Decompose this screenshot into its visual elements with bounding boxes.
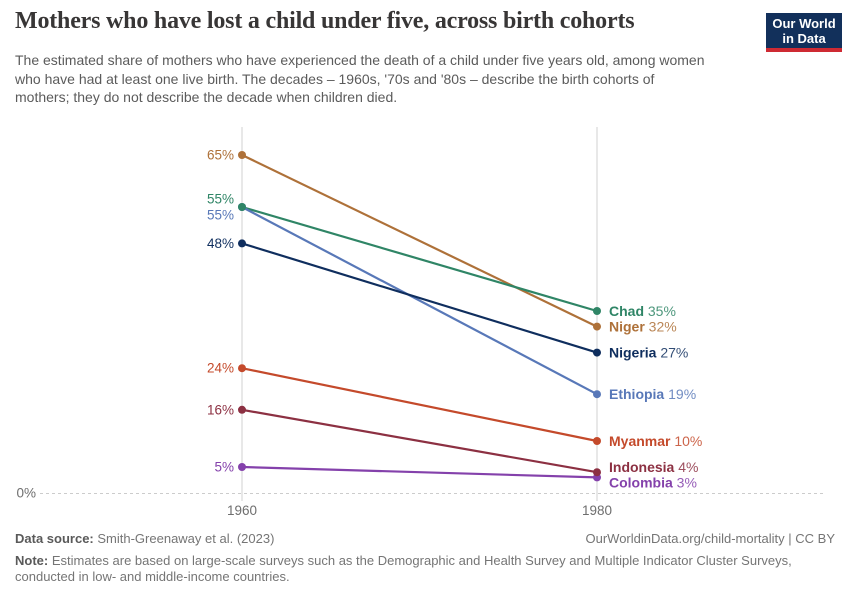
x-tick-label-1980: 1980 — [582, 503, 612, 518]
note-line: conducted in low- and middle-income coun… — [15, 568, 290, 584]
series-line-colombia[interactable] — [241, 465, 598, 479]
page-title: Mothers who have lost a child under five… — [15, 8, 635, 34]
note-line: Note: Estimates are based on large-scale… — [15, 553, 792, 569]
logo-line-2: in Data — [782, 31, 826, 46]
series-dot-nigeria-end — [593, 348, 601, 357]
owid-logo[interactable]: Our World in Data — [766, 13, 842, 52]
series-start-value-label-ethiopia[interactable]: 55% — [207, 208, 234, 223]
series-dot-nigeria-start — [238, 239, 246, 248]
series-name-indonesia: Indonesia — [609, 459, 675, 475]
data-source-text: Smith-Greenaway et al. (2023) — [97, 531, 275, 546]
data-source: Data source: Smith-Greenaway et al. (202… — [15, 531, 274, 546]
subtitle-line: mothers; they do not describe the decade… — [15, 89, 398, 105]
logo-line-1: Our World — [772, 16, 836, 31]
series-line-niger[interactable] — [241, 154, 598, 328]
chart-subtitle: The estimated share of mothers who have … — [15, 51, 705, 107]
series-name-niger: Niger — [609, 319, 645, 335]
data-source-label: Data source: — [15, 531, 94, 546]
subtitle-line: who have had at least one live birth. Th… — [15, 70, 655, 87]
series-end-value-chad: 35% — [644, 303, 676, 319]
series-start-value-label-chad[interactable]: 55% — [207, 192, 234, 207]
series-name-colombia: Colombia — [609, 475, 673, 491]
series-dot-ethiopia-end — [593, 390, 601, 399]
series-line-indonesia[interactable] — [241, 408, 598, 474]
chart-note: Note: Estimates are based on large-scale… — [15, 553, 792, 584]
series-dot-indonesia-end — [593, 468, 601, 477]
series-end-label-niger[interactable]: Niger 32% — [609, 319, 677, 335]
series-dot-chad-start — [238, 203, 246, 211]
series-dot-niger-end — [593, 322, 601, 331]
series-end-label-indonesia[interactable]: Indonesia 4% — [609, 459, 698, 475]
series-start-value-label-myanmar[interactable]: 24% — [207, 361, 234, 376]
series-end-label-myanmar[interactable]: Myanmar 10% — [609, 433, 702, 449]
x-tick-label-1960: 1960 — [227, 503, 257, 518]
series-name-nigeria: Nigeria — [609, 345, 657, 361]
series-dot-niger-start — [238, 151, 246, 159]
series-end-value-indonesia: 4% — [674, 459, 698, 475]
series-name-myanmar: Myanmar — [609, 433, 671, 449]
note-label: Note: — [15, 553, 49, 568]
series-name-ethiopia: Ethiopia — [609, 386, 664, 402]
series-end-value-niger: 32% — [645, 319, 677, 335]
series-end-label-ethiopia[interactable]: Ethiopia 19% — [609, 386, 696, 402]
series-name-chad: Chad — [609, 303, 644, 319]
series-line-myanmar[interactable] — [241, 367, 598, 443]
series-end-value-colombia: 3% — [673, 475, 697, 491]
series-line-nigeria[interactable] — [241, 242, 598, 354]
attribution-link[interactable]: OurWorldinData.org/child-mortality | CC … — [585, 531, 836, 546]
series-start-value-label-niger[interactable]: 65% — [207, 148, 234, 163]
series-end-value-nigeria: 27% — [656, 345, 688, 361]
y-axis-zero-label: 0% — [16, 486, 36, 501]
series-start-value-label-indonesia[interactable]: 16% — [207, 402, 234, 417]
series-dot-colombia-start — [238, 463, 246, 471]
series-dot-myanmar-end — [593, 437, 601, 445]
series-dot-indonesia-start — [238, 405, 246, 414]
note-text: Estimates are based on large-scale surve… — [51, 553, 792, 568]
series-line-ethiopia[interactable] — [241, 206, 598, 396]
series-dot-myanmar-start — [238, 364, 246, 373]
series-line-chad[interactable] — [241, 205, 598, 313]
series-end-label-colombia[interactable]: Colombia 3% — [609, 475, 697, 491]
series-start-value-label-nigeria[interactable]: 48% — [207, 236, 234, 251]
series-end-label-chad[interactable]: Chad 35% — [609, 303, 676, 319]
subtitle-line: The estimated share of mothers who have … — [15, 52, 705, 68]
chart-footer-source-row: Data source: Smith-Greenaway et al. (202… — [15, 531, 835, 546]
series-end-value-myanmar: 10% — [670, 433, 702, 449]
series-dot-chad-end — [593, 307, 601, 315]
series-end-value-ethiopia: 19% — [664, 386, 696, 402]
series-start-value-label-colombia[interactable]: 5% — [214, 460, 234, 475]
series-end-label-nigeria[interactable]: Nigeria 27% — [609, 345, 688, 361]
